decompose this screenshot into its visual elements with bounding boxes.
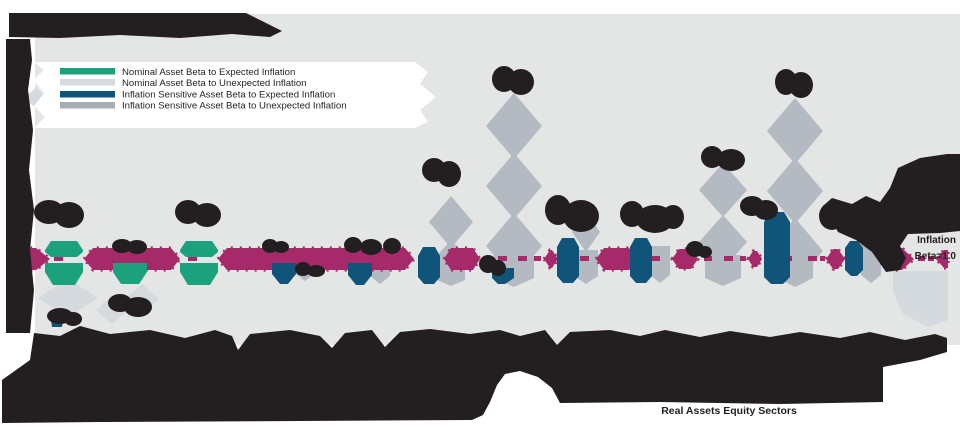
legend-label-inflation-sensitive-expected: Inflation Sensitive Asset Beta to Expect… — [122, 89, 335, 100]
legend-swatch-inflation-sensitive-expected — [60, 91, 115, 98]
legend-label-nominal-unexpected: Nominal Asset Beta to Unexpected Inflati… — [122, 78, 307, 89]
legend-box — [33, 62, 436, 128]
legend-label-inflation-sensitive-unexpected: Inflation Sensitive Asset Beta to Unexpe… — [122, 101, 347, 112]
series-nominal-expected-bars — [45, 241, 218, 285]
x-axis-title: Real Assets Equity Sectors — [661, 405, 797, 417]
legend-label-nominal-expected: Nominal Asset Beta to Expected Inflation — [122, 67, 295, 78]
reference-line-label: Inflation Beta=1.0 — [915, 235, 957, 262]
legend-swatch-nominal-expected — [60, 68, 115, 75]
obscured-y-axis-strip — [6, 39, 34, 333]
legend: Nominal Asset Beta to Expected Inflation… — [33, 62, 436, 128]
legend-swatch-inflation-sensitive-unexpected — [60, 102, 115, 109]
reference-line-label-line1: Inflation — [917, 235, 956, 246]
obscured-x-axis-labels — [2, 326, 947, 423]
obscured-right-label-blob — [823, 154, 960, 272]
obscured-title-band — [9, 13, 282, 38]
reference-line-label-line2: Beta=1.0 — [915, 251, 957, 262]
legend-swatch-nominal-unexpected — [60, 79, 115, 86]
